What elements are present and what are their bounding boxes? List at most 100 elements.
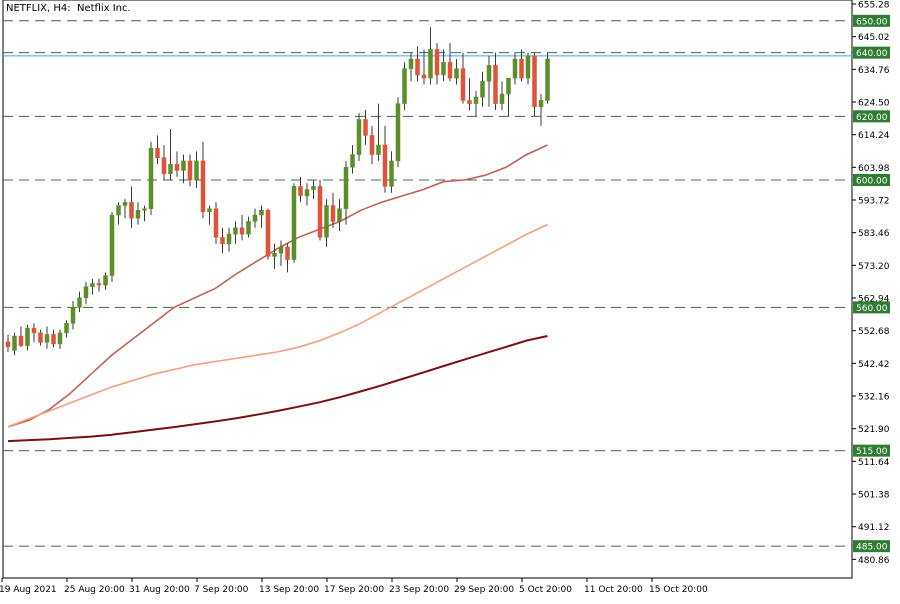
candle-body	[194, 160, 199, 181]
candle-body	[64, 323, 69, 334]
moving-average-line	[7, 144, 548, 428]
candle-body	[343, 167, 349, 209]
candle-body	[356, 119, 362, 155]
candle-body	[38, 332, 43, 343]
y-tick-label: 655.28	[858, 1, 890, 11]
chart-title: NETFLIX, H4: Netflix Inc.	[6, 3, 131, 14]
candle-body	[389, 160, 394, 187]
candle-body	[395, 103, 401, 162]
level-label-bg	[853, 301, 890, 314]
y-tick-label: 521.90	[858, 425, 890, 435]
candle-body	[148, 147, 154, 209]
candle-body	[200, 160, 206, 213]
candle-body	[441, 61, 446, 76]
candle-body	[532, 55, 537, 108]
level-label: 485.00	[856, 543, 888, 553]
candle-body	[103, 275, 108, 286]
candle-body	[499, 93, 505, 104]
candle-body	[304, 189, 310, 197]
y-tick-label: 634.76	[858, 66, 890, 76]
candle-body	[545, 58, 550, 101]
x-tick-label: 7 Sep 20:00	[194, 585, 249, 595]
candle-body	[181, 160, 186, 171]
candle-body	[18, 335, 24, 346]
plot-frame	[2, 0, 853, 579]
level-label-bg	[853, 46, 890, 59]
candle-body	[233, 227, 238, 235]
level-label: 620.00	[856, 113, 888, 123]
candle-body	[5, 341, 11, 348]
x-tick-label: 25 Aug 20:00	[64, 585, 125, 595]
y-tick-label: 573.20	[858, 262, 890, 272]
candle-body	[174, 163, 180, 171]
level-label: 640.00	[856, 49, 888, 59]
y-tick-label: 552.68	[858, 327, 890, 337]
candle-body	[259, 210, 264, 216]
candle-body	[57, 332, 63, 345]
candle-body	[116, 205, 121, 216]
level-label-bg	[853, 444, 890, 457]
y-tick-label: 562.94	[858, 295, 890, 305]
x-tick-label: 5 Oct 20:00	[519, 585, 572, 595]
candle-body	[421, 74, 427, 79]
y-tick-label: 614.24	[858, 131, 890, 141]
candle-body	[525, 55, 531, 79]
candle-body	[44, 334, 50, 343]
candle-body	[467, 100, 472, 104]
candle-body	[363, 119, 368, 136]
candle-body	[317, 186, 323, 238]
x-tick-label: 23 Sep 20:00	[389, 585, 449, 595]
candle-body	[246, 221, 251, 235]
x-tick-label: 17 Sep 20:00	[324, 585, 384, 595]
x-tick-label: 31 Aug 20:00	[129, 585, 190, 595]
candle-body	[77, 297, 82, 308]
candle-body	[350, 154, 355, 168]
candle-body	[168, 163, 173, 174]
x-tick-label: 11 Oct 20:00	[584, 585, 643, 595]
candle-body	[382, 144, 388, 187]
candle-body	[285, 246, 290, 260]
y-tick-label: 645.02	[858, 33, 890, 43]
candle-body	[454, 68, 459, 79]
level-label-bg	[853, 540, 890, 553]
candle-body	[337, 208, 342, 222]
y-tick-label: 624.50	[858, 99, 890, 109]
candle-body	[142, 208, 147, 211]
candle-body	[239, 227, 245, 235]
candle-body	[220, 237, 225, 244]
candle-body	[324, 205, 329, 238]
candle-body	[83, 286, 89, 299]
y-tick-label: 593.72	[858, 197, 890, 207]
x-tick-label: 13 Sep 20:00	[259, 585, 319, 595]
moving-average-line	[7, 335, 548, 443]
candle-body	[408, 58, 414, 69]
candle-body	[90, 283, 95, 287]
y-tick-label: 501.38	[858, 491, 890, 501]
candle-body	[207, 208, 212, 213]
candle-body	[70, 307, 76, 324]
candle-body	[252, 214, 258, 222]
candle-body	[447, 61, 453, 79]
candle-body	[31, 327, 37, 334]
candle-body	[272, 252, 277, 257]
y-tick-label: 480.86	[858, 556, 890, 566]
candle-body	[376, 144, 381, 155]
candle-body	[25, 327, 30, 346]
candle-body	[129, 202, 134, 219]
candle-body	[493, 65, 498, 104]
candle-body	[369, 135, 375, 155]
y-tick-label: 603.98	[858, 164, 890, 174]
candle-body	[291, 186, 297, 260]
candle-body	[122, 202, 128, 206]
candle-body	[12, 335, 17, 351]
candle-body	[187, 160, 193, 181]
candle-body	[460, 68, 466, 101]
candle-body	[486, 65, 492, 82]
candle-body	[226, 233, 232, 244]
level-label-bg	[853, 110, 890, 123]
y-tick-label: 583.46	[858, 229, 890, 239]
x-tick-label: 15 Oct 20:00	[649, 585, 708, 595]
candle-body	[512, 58, 518, 79]
